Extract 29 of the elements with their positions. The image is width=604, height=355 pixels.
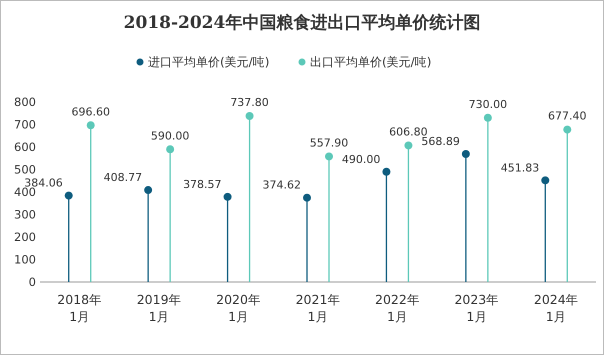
data-label: 451.83 <box>500 161 540 174</box>
x-tick-label: 2023年1月 <box>454 291 500 325</box>
y-tick-label: 300 <box>14 208 36 222</box>
y-tick-label: 0 <box>28 275 36 289</box>
x-tick-label: 2022年1月 <box>374 291 420 325</box>
data-label: 378.57 <box>183 178 222 191</box>
data-label: 557.90 <box>310 136 348 150</box>
data-label: 490.00 <box>342 152 380 166</box>
data-label: 737.80 <box>230 96 269 109</box>
data-label: 696.60 <box>71 105 110 118</box>
y-tick-label: 600 <box>14 140 36 154</box>
data-label: 677.40 <box>548 110 587 123</box>
x-tick-label: 2021年1月 <box>295 291 341 325</box>
data-label: 730.00 <box>468 98 508 111</box>
data-label: 374.62 <box>262 178 301 192</box>
x-tick-label: 2018年1月 <box>56 291 103 325</box>
data-label: 590.00 <box>150 129 190 142</box>
y-tick-label: 100 <box>14 252 36 266</box>
chart-title: 2018-2024年中国粮食进出口平均单价统计图 <box>124 13 480 33</box>
y-tick-label: 500 <box>14 162 36 176</box>
y-tick-label: 800 <box>14 95 36 109</box>
x-tick-label: 2020年1月 <box>216 291 262 325</box>
x-tick-label: 2024年1月 <box>533 291 580 325</box>
data-label: 408.77 <box>104 171 142 184</box>
x-tick-label: 2019年1月 <box>136 291 182 325</box>
legend-label: 进口平均单价(美元/吨) <box>148 55 270 69</box>
legend-label: 出口平均单价(美元/吨) <box>310 55 432 69</box>
y-tick-label: 700 <box>14 118 36 132</box>
y-tick-label: 200 <box>14 230 36 244</box>
